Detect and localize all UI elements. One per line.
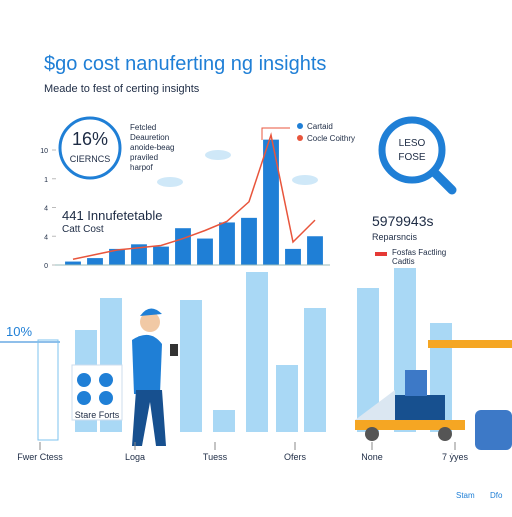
small-chart: 0 4 4 1 10 <box>40 132 323 270</box>
bar <box>219 222 235 265</box>
red-swatch <box>375 252 387 256</box>
note-line: anoide-beag <box>130 143 174 152</box>
stat-ring <box>58 116 122 180</box>
y-tick-label: 4 <box>44 206 48 213</box>
cloud <box>157 177 183 187</box>
note-line: Deauretion <box>130 133 169 142</box>
big-label: Reparsncis <box>372 232 418 242</box>
red-legend: Fosfas Factling <box>392 248 446 257</box>
red-legend: Cadtis <box>392 257 415 266</box>
line <box>72 132 316 260</box>
bar <box>285 248 301 265</box>
left-pct: 10% <box>6 324 32 339</box>
legend-label: Cartaid <box>307 122 333 131</box>
legend: Cartaid Cocle Coithry <box>261 122 355 143</box>
x-label: 7 ẏyes <box>442 452 469 462</box>
icon <box>77 391 91 405</box>
magnifier-handle <box>429 167 457 195</box>
legend-dot <box>297 135 303 141</box>
bar <box>175 228 191 265</box>
bar <box>131 244 147 265</box>
stat-label: CIERNCS <box>70 154 111 164</box>
lens-text: LESO <box>399 138 426 149</box>
bar <box>153 246 169 265</box>
cloud <box>205 150 231 160</box>
y-tick-label: 0 <box>44 263 48 270</box>
note-line: harpof <box>130 163 153 172</box>
x-label: Fwer Ctess <box>17 452 63 462</box>
x-label: Ofers <box>284 452 307 462</box>
y-tick-label: 1 <box>44 177 48 184</box>
illustration-bar <box>276 365 298 432</box>
illustration-bar <box>246 272 268 432</box>
bar <box>87 258 103 265</box>
lens-text: FOSE <box>398 152 426 163</box>
icon <box>77 373 91 387</box>
title: $go cost nanuferting ng insights <box>44 53 326 75</box>
subtitle: Meade to fest of certing insights <box>44 83 200 95</box>
y-tick-label: 4 <box>44 234 48 241</box>
illustration-bar <box>180 300 202 432</box>
scaffold <box>37 339 59 441</box>
big-number: 5979943s <box>372 213 434 229</box>
cost-label: Catt Cost <box>62 224 104 235</box>
stat-value: 16% <box>72 129 108 149</box>
forklift <box>355 340 512 450</box>
illustration-bar <box>213 410 235 432</box>
note-line: Fetcled <box>130 123 156 132</box>
icon-box-label: Stare Forts <box>75 410 120 420</box>
magnifier <box>378 116 446 184</box>
bar <box>109 248 125 265</box>
illustration-bar <box>304 308 326 432</box>
illustration-bar <box>357 288 379 432</box>
cloud <box>292 175 318 185</box>
icon <box>99 391 113 405</box>
x-label: None <box>361 452 383 462</box>
note: FetcledDeauretionanoide-beagpraviledharp… <box>130 123 318 187</box>
x-label: Loga <box>125 452 145 462</box>
bar <box>307 236 323 265</box>
connector <box>261 127 290 140</box>
legend-dot <box>297 123 303 129</box>
cost-value: 441 Innufetetable <box>62 208 162 223</box>
icon <box>99 373 113 387</box>
y-tick-label: 10 <box>40 148 48 155</box>
bar <box>65 261 81 265</box>
note-line: praviled <box>130 153 158 162</box>
corner-label: Dfo <box>490 491 503 500</box>
bar <box>241 217 257 265</box>
corner-label: Stam <box>456 491 475 500</box>
bar <box>197 238 213 265</box>
worker <box>132 308 178 446</box>
bar <box>263 139 279 265</box>
x-labels: Fwer Ctess Loga Tuess Ofers None 7 ẏyes <box>17 442 469 462</box>
legend-label: Cocle Coithry <box>307 134 355 143</box>
x-label: Tuess <box>203 452 228 462</box>
